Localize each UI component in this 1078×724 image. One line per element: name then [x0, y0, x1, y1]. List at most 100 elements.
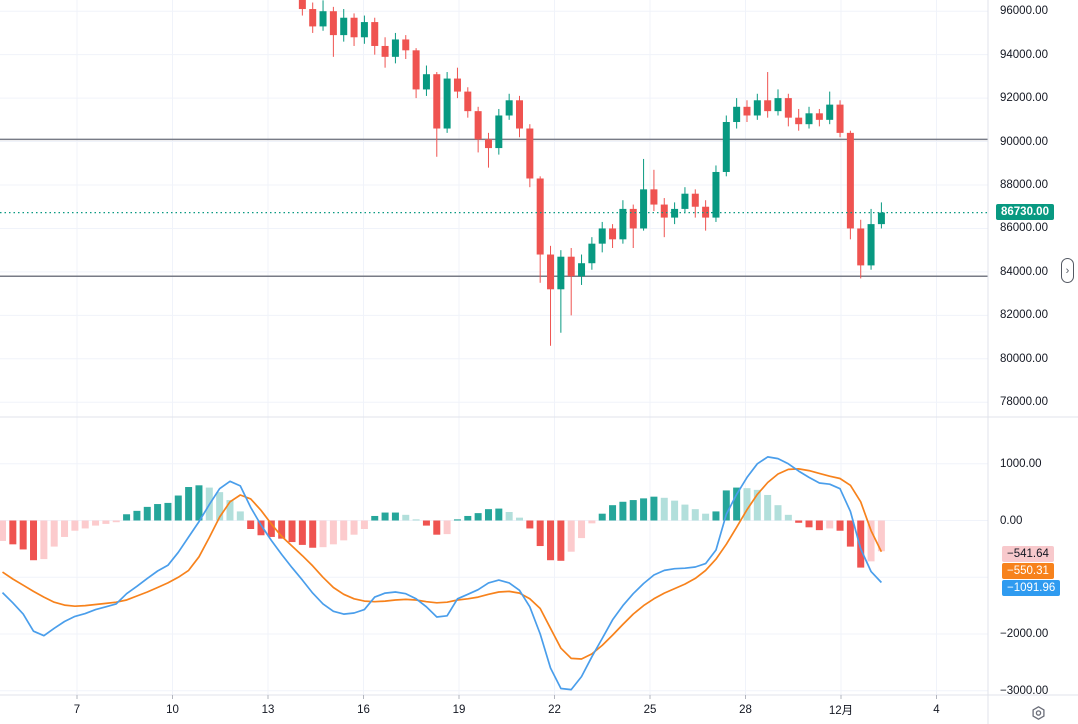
- macd-histogram-bar: [826, 520, 834, 529]
- candle-body: [402, 39, 410, 51]
- candle-body: [526, 128, 534, 179]
- macd-histogram-bar: [877, 520, 885, 552]
- macd-histogram-bar: [712, 511, 720, 521]
- macd-histogram-bar: [547, 520, 555, 561]
- macd-histogram-bar: [247, 520, 255, 530]
- macd-histogram-bar: [598, 513, 606, 521]
- price-axis-label: 88000.00: [1000, 179, 1048, 191]
- macd-histogram-bar: [340, 520, 348, 541]
- candle-body: [774, 98, 782, 112]
- macd-histogram-bar: [557, 520, 565, 561]
- candle-body: [846, 132, 854, 229]
- candle-body: [671, 208, 679, 218]
- macd-histogram-bar: [764, 494, 772, 521]
- macd-line-badge: −1091.96: [1002, 580, 1061, 596]
- macd-histogram-bar: [836, 520, 844, 531]
- candle-body: [712, 171, 720, 218]
- macd-histogram-badge: −541.64: [1002, 546, 1054, 562]
- macd-axis-label: 1000.00: [1000, 457, 1042, 470]
- macd-histogram-bar: [102, 520, 110, 524]
- macd-histogram-bar: [288, 520, 296, 543]
- panel-expand-button[interactable]: ›: [1061, 258, 1074, 283]
- macd-histogram-bar: [267, 520, 275, 537]
- macd-histogram-bar: [71, 520, 79, 531]
- candle-body: [826, 104, 834, 120]
- macd-histogram-bar: [298, 520, 306, 545]
- candle-body: [867, 224, 875, 266]
- candle-body: [464, 91, 472, 112]
- time-axis-label: 28: [739, 704, 752, 716]
- candle-body: [453, 78, 461, 92]
- macd-histogram-bar: [526, 520, 534, 529]
- candle-body: [836, 104, 844, 133]
- price-axis-label: 82000.00: [1000, 309, 1048, 322]
- candle-body: [360, 22, 368, 38]
- macd-histogram-bar: [40, 520, 48, 560]
- macd-histogram-bar: [815, 520, 823, 531]
- macd-signal-badge: −550.31: [1002, 563, 1054, 579]
- candle-body: [815, 113, 823, 120]
- macd-histogram-bar: [402, 514, 410, 521]
- macd-histogram-bar: [453, 519, 461, 521]
- macd-histogram-bar: [174, 495, 182, 521]
- candle-body: [505, 100, 513, 116]
- candle-body: [609, 228, 617, 240]
- macd-histogram-bar: [567, 520, 575, 552]
- grid: [0, 0, 988, 695]
- candle-body: [764, 100, 772, 112]
- candle-body: [350, 17, 358, 38]
- macd-histogram-bar: [743, 488, 751, 521]
- candle-body: [412, 50, 420, 90]
- macd-histogram-bar: [640, 498, 648, 521]
- macd-histogram-bar: [433, 520, 441, 535]
- macd-axis-label: −2000.00: [1000, 628, 1049, 640]
- macd-histogram-bar: [857, 520, 865, 568]
- macd-axis-label: −3000.00: [1000, 684, 1049, 697]
- candle-body: [298, 0, 306, 10]
- price-axis-label: 78000.00: [1000, 396, 1048, 409]
- macd-histogram-bar: [0, 520, 6, 541]
- macd-histogram-bar: [588, 520, 596, 524]
- price-axis-label: 84000.00: [1000, 265, 1048, 278]
- macd-histogram-bar: [578, 520, 586, 539]
- macd-histogram-bar: [733, 487, 741, 521]
- candle-body: [329, 11, 337, 36]
- gear-icon[interactable]: [1030, 705, 1047, 722]
- macd-histogram-bar: [371, 515, 379, 521]
- candle-body: [877, 212, 885, 225]
- time-axis[interactable]: [0, 695, 988, 724]
- macd-histogram-bar: [660, 497, 668, 521]
- macd-histogram-bar: [495, 508, 503, 521]
- macd-histogram-bar: [112, 520, 120, 523]
- candle-body: [474, 111, 482, 140]
- macd-histogram-bar: [702, 513, 710, 521]
- macd-histogram-bar: [185, 487, 193, 521]
- macd-histogram-bar: [30, 520, 38, 561]
- candle-body: [371, 22, 379, 46]
- time-axis-label: 16: [357, 704, 370, 716]
- macd-histogram-bar: [795, 520, 803, 523]
- candle-body: [495, 115, 503, 149]
- price-axis[interactable]: [988, 0, 1078, 695]
- macd-histogram-bar: [133, 510, 141, 521]
- macd-histogram-bar: [123, 514, 131, 521]
- macd-histogram-bar: [381, 512, 389, 521]
- signal-line: [2, 468, 883, 660]
- macd-histogram-bar: [650, 496, 658, 521]
- time-axis-label: 19: [452, 704, 466, 716]
- macd-histogram-bar: [753, 489, 761, 521]
- time-axis-label: 4: [933, 704, 940, 716]
- candle-body: [443, 78, 451, 129]
- candle-body: [433, 74, 441, 129]
- candle-body: [340, 17, 348, 36]
- macd-histogram-bar: [681, 504, 689, 521]
- macd-histogram-bar: [50, 520, 58, 547]
- candle-body: [753, 100, 761, 116]
- macd-histogram-bar: [867, 520, 875, 562]
- macd-histogram-bar: [505, 511, 513, 521]
- candle-body: [650, 189, 658, 205]
- macd-histogram-bar: [536, 520, 544, 547]
- macd-histogram-bar: [92, 520, 100, 526]
- macd-histogram-bar: [464, 515, 472, 521]
